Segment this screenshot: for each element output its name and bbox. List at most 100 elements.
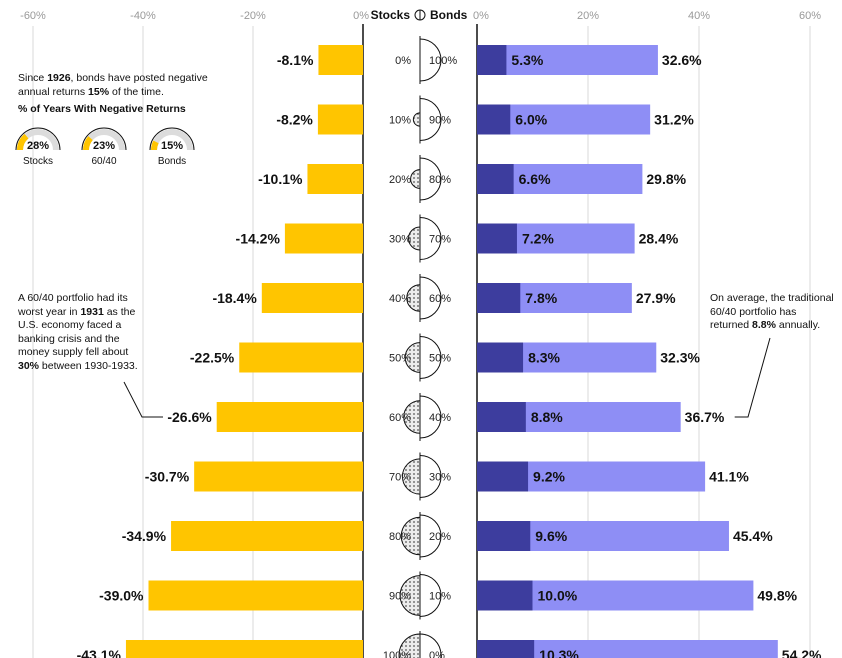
stocks-header: Stocks: [371, 8, 411, 22]
bonds-half-circle: [419, 336, 442, 379]
stocks-allocation: 0%: [395, 55, 411, 67]
gauge-value: 15%: [161, 140, 183, 152]
worst-year-bar: [194, 461, 363, 492]
worst-year-label: -26.6%: [167, 409, 212, 425]
bonds-allocation: 10%: [429, 591, 451, 603]
best-year-label: 32.6%: [662, 52, 702, 68]
worst-year-label: -30.7%: [145, 469, 190, 485]
average-label: 10.3%: [539, 647, 579, 658]
worst-year-bar: [317, 104, 363, 135]
average-6040-leader: [734, 337, 771, 418]
gauge-name: 60/40: [91, 156, 116, 167]
worst-year-bar: [148, 580, 363, 611]
bonds-half-circle: [419, 574, 442, 617]
bonds-allocation: 20%: [429, 531, 451, 543]
stocks-allocation: 30%: [389, 234, 411, 246]
bonds-header: Bonds: [430, 8, 468, 22]
stocks-allocation: 20%: [389, 174, 411, 186]
bonds-half-circle: [419, 98, 442, 141]
best-year-label: 49.8%: [757, 588, 797, 604]
best-year-label: 29.8%: [646, 171, 686, 187]
annotation-leaders: [123, 337, 771, 418]
average-label: 6.6%: [519, 171, 551, 187]
allocation-column: 0% 100% 10% 90% 20% 80% 30% 70% 40% 60% 50% 50% 60% 4…: [383, 36, 457, 658]
average-label: 7.2%: [522, 231, 554, 247]
best-year-label: 32.3%: [660, 350, 700, 366]
stocks-half-circle: [412, 112, 421, 127]
average-label: 7.8%: [525, 290, 557, 306]
worst-year-bar: [261, 283, 363, 313]
average-bar: [477, 342, 524, 373]
gauge-outline: [149, 127, 195, 151]
bonds-half-circle: [419, 395, 442, 439]
stocks-allocation: 100%: [383, 650, 411, 658]
bonds-half-circle: [419, 157, 442, 201]
best-year-label: 27.9%: [636, 290, 676, 306]
best-year-label: 41.1%: [709, 469, 749, 485]
stocks-allocation: 10%: [389, 115, 411, 127]
note-year: 1931: [80, 305, 104, 318]
note-pct: 30%: [18, 359, 40, 372]
bonds-allocation: 60%: [429, 293, 451, 305]
bonds-half-circle: [419, 217, 442, 260]
bonds-half-circle: [419, 38, 442, 82]
bars: -8.1% 5.3% 32.6% -8.2% 6.0% 31.2% -10.1% 6.6% 29…: [77, 45, 822, 658]
gauge-fill: [83, 136, 93, 151]
best-year-label: 36.7%: [685, 409, 725, 425]
best-year-bar: [477, 640, 778, 658]
tick-label: 20%: [577, 10, 599, 22]
stocks-allocation: 90%: [389, 591, 411, 603]
tick-label: 40%: [688, 10, 710, 22]
bonds-allocation: 100%: [429, 55, 457, 67]
stocks-half-circle: [408, 226, 421, 251]
worst-year-bar: [318, 45, 363, 75]
note-text: Since: [18, 72, 48, 84]
note-text: as the U.S. economy faced a banking cris…: [18, 305, 136, 359]
worst-year-bar: [284, 223, 363, 254]
bonds-allocation: 80%: [429, 174, 451, 186]
stocks-half-circle: [400, 516, 421, 556]
average-bar: [477, 521, 531, 551]
bonds-allocation: 30%: [429, 472, 451, 484]
stocks-allocation: 60%: [389, 412, 411, 424]
tick-label: 0%: [473, 10, 489, 22]
stocks-half-circle: [406, 284, 421, 312]
worst-year-bar: [171, 521, 363, 551]
note-text: A 60/40 portfolio had its worst year in: [18, 292, 128, 318]
average-bar: [477, 283, 521, 313]
worst-year-bar: [125, 640, 363, 658]
average-label: 9.2%: [533, 469, 565, 485]
bonds-half-circle: [419, 276, 442, 320]
gauge-name: Bonds: [158, 156, 186, 167]
tick-label: 60%: [799, 10, 821, 22]
average-bar: [477, 461, 529, 492]
stocks-allocation: 80%: [389, 531, 411, 543]
worst-year-label: -18.4%: [212, 290, 257, 306]
average-bar: [477, 640, 535, 658]
bonds-negative-note: Since 1926, bonds have posted negative a…: [18, 72, 218, 99]
gauge-outline: [15, 127, 61, 151]
bonds-half-circle: [419, 633, 442, 658]
average-bar: [477, 45, 507, 75]
gauge-name: Stocks: [23, 156, 53, 167]
stocks-allocation: 40%: [389, 293, 411, 305]
note-text: between 1930-1933.: [39, 359, 138, 372]
tick-label: -60%: [20, 10, 46, 22]
worst-year-label: -39.0%: [99, 588, 144, 604]
gauge-value: 28%: [27, 140, 49, 152]
worst-year-label: -8.2%: [276, 112, 313, 128]
negative-returns-gauges: 28% Stocks 23% 60/40 15% Bonds: [15, 127, 195, 167]
gauges-title: % of Years With Negative Returns: [18, 103, 186, 115]
stocks-half-circle: [403, 400, 421, 434]
axis-ticks: -60% -40% -20% 0% 0% 20% 40% 60% Stocks Bonds: [20, 8, 821, 22]
average-6040-note: On average, the traditional 60/40 portfo…: [710, 292, 835, 333]
tick-label: -20%: [240, 10, 266, 22]
note-text: annually.: [775, 319, 821, 331]
bonds-allocation: 90%: [429, 115, 451, 127]
average-label: 10.0%: [538, 588, 578, 604]
bonds-allocation: 50%: [429, 353, 451, 365]
stocks-half-circle: [401, 458, 421, 495]
average-label: 9.6%: [535, 528, 567, 544]
average-bar: [477, 402, 526, 432]
